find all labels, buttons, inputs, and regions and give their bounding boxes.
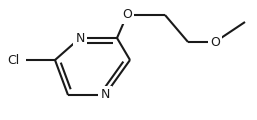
Text: N: N (100, 89, 110, 102)
Text: N: N (75, 31, 85, 45)
Text: Cl: Cl (8, 54, 20, 66)
Text: O: O (210, 36, 220, 48)
Text: O: O (122, 9, 132, 21)
